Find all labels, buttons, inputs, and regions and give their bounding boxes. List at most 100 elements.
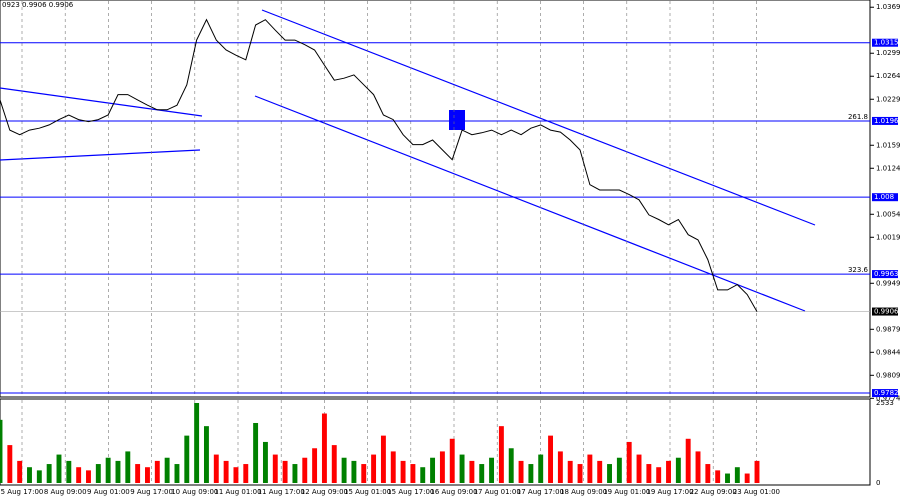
volume-bar <box>449 438 455 483</box>
y-tick-label: 1.0019 <box>876 233 900 241</box>
volume-bar <box>135 464 141 483</box>
x-tick-label: 17 Aug 01:00 <box>474 488 521 496</box>
volume-bar <box>636 454 642 483</box>
volume-bar <box>430 457 436 483</box>
volume-bar <box>253 422 259 483</box>
volume-bar <box>420 467 426 483</box>
volume-bar <box>95 464 101 483</box>
y-tick-label: 1.0229 <box>876 95 900 103</box>
volume-bar <box>675 457 681 483</box>
volume-bar <box>400 460 406 483</box>
level-box <box>872 270 898 279</box>
volume-bar <box>312 448 318 483</box>
y-tick-label: 0.9844 <box>876 348 900 356</box>
y-tick-label: 0.9774 <box>876 394 900 402</box>
y-tick-label: 0.9879 <box>876 325 900 333</box>
volume-bar <box>557 451 563 483</box>
volume-bar <box>695 451 701 483</box>
level-box <box>872 38 898 47</box>
y-tick-label: 1.0299 <box>876 49 900 57</box>
x-tick-label: 11 Aug 17:00 <box>258 488 305 496</box>
level-label: 1.0315 <box>874 39 899 47</box>
x-tick-label: 9 Aug 01:00 <box>87 488 130 496</box>
volume-bar <box>56 454 62 483</box>
volume-bar <box>302 457 308 483</box>
volume-bar <box>76 467 82 483</box>
volume-bar <box>607 464 612 483</box>
x-tick-label: 16 Aug 09:00 <box>430 488 477 496</box>
volume-bar <box>489 457 495 483</box>
volume-bar <box>498 426 504 483</box>
volume-bar <box>685 438 691 483</box>
volume-bar <box>243 464 249 483</box>
volume-bar <box>145 467 150 483</box>
x-tick-label: 19 Aug 17:00 <box>646 488 693 496</box>
level-box <box>872 389 898 398</box>
volume-bar <box>410 464 416 483</box>
fib-label: 323.6 <box>848 266 869 274</box>
volume-bar <box>616 457 622 483</box>
trend-line <box>0 87 203 117</box>
volume-bar <box>597 460 603 483</box>
x-tick-label: 17 Aug 17:00 <box>517 488 564 496</box>
volume-bar <box>174 464 180 483</box>
volume-tick-label: 0 <box>876 479 880 487</box>
y-tick-label: 1.0264 <box>876 72 900 80</box>
y-tick-label: 0.9949 <box>876 279 900 287</box>
volume-bar <box>194 403 200 483</box>
volume-bar <box>351 460 357 483</box>
price-line <box>0 18 758 312</box>
y-tick-label: 1.0124 <box>876 164 900 172</box>
volume-bar <box>17 460 23 483</box>
volume-bar <box>125 451 131 483</box>
y-tick-label: 1.0054 <box>876 210 900 218</box>
volume-bar <box>321 413 327 483</box>
volume-bar <box>508 448 514 483</box>
volume-bar <box>115 460 121 483</box>
x-tick-label: 12 Aug 09:00 <box>301 488 348 496</box>
volume-bar <box>390 451 396 483</box>
volume-bar <box>705 464 711 483</box>
level-label: 0.9906 <box>874 308 899 316</box>
volume-bar <box>479 464 485 483</box>
y-tick-label: 0.9809 <box>876 371 900 379</box>
volume-bar <box>548 435 554 483</box>
header: 0923 0.9906 0.9906 <box>2 1 74 9</box>
volume-bar <box>666 460 671 483</box>
x-tick-label: 5 Aug 17:00 <box>1 488 44 496</box>
volume-bar <box>164 457 170 483</box>
volume-bar <box>577 464 583 483</box>
volume-bar <box>46 464 52 483</box>
volume-bar <box>734 467 740 483</box>
volume-bar <box>626 441 632 483</box>
level-label: 1.008 <box>874 193 894 201</box>
volume-bar <box>66 460 72 483</box>
x-tick-label: 22 Aug 09:00 <box>690 488 737 496</box>
volume-bar <box>213 454 219 483</box>
volume-bar <box>27 467 32 483</box>
channel-top <box>261 9 816 226</box>
x-tick-label: 8 Aug 09:00 <box>44 488 87 496</box>
volume-bar <box>36 470 42 483</box>
level-box <box>872 116 898 125</box>
volume-bar <box>292 464 298 483</box>
volume-bar <box>0 419 3 483</box>
volume-bar <box>656 467 662 483</box>
volume-bar <box>715 470 721 483</box>
volume-tick-label: 2533 <box>876 399 894 407</box>
volume-bar <box>380 435 386 483</box>
volume-bar <box>86 470 91 483</box>
volume-bar <box>744 473 750 483</box>
x-tick-label: 11 Aug 01:00 <box>214 488 261 496</box>
level-box <box>872 307 898 316</box>
trend-line <box>0 149 201 161</box>
x-tick-label: 23 Aug 01:00 <box>733 488 780 496</box>
marker-box <box>449 110 465 130</box>
fib-label: 261.8 <box>848 113 868 121</box>
volume-bar <box>184 435 190 483</box>
volume-bar <box>223 460 229 483</box>
volume-bar <box>361 464 367 483</box>
x-tick-label: 15 Aug 01:00 <box>344 488 391 496</box>
x-tick-label: 19 Aug 01:00 <box>603 488 650 496</box>
level-label: 1.0196 <box>874 117 899 125</box>
